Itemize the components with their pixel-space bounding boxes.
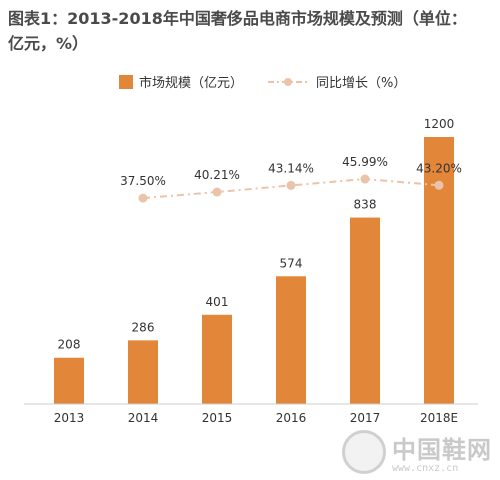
legend-line-label: 同比增长（%）	[316, 76, 406, 91]
legend-line-marker	[284, 78, 292, 86]
legend-bar-label: 市场规模（亿元）	[139, 75, 243, 91]
growth-label-2017: 45.99%	[342, 155, 388, 169]
bar-2014	[128, 340, 158, 404]
bar-value-label-2017: 838	[354, 198, 377, 212]
chart-title: 图表1：2013-2018年中国奢侈品电商市场规模及预测（单位：亿元，%）	[8, 9, 467, 53]
watermark-logo-icon	[342, 430, 386, 474]
legend-bar-swatch	[119, 75, 133, 89]
growth-point-2016	[286, 180, 296, 190]
growth-point-2014	[138, 193, 148, 203]
growth-label-2016: 43.14%	[268, 161, 314, 175]
x-tick-label-2014: 2014	[128, 411, 159, 425]
growth-label-2014: 37.50%	[120, 174, 166, 188]
growth-point-2015	[212, 187, 222, 197]
bar-value-label-2016: 574	[280, 256, 303, 270]
growth-point-2018E	[434, 180, 444, 190]
x-tick-label-2013: 2013	[54, 411, 85, 425]
watermark-url: www.cnxz.cn	[392, 463, 459, 474]
bar-2013	[54, 357, 84, 404]
bar-value-label-2018E: 1200	[424, 117, 455, 131]
bar-2015	[202, 314, 232, 404]
x-tick-label-2017: 2017	[350, 411, 381, 425]
bar-2016	[276, 276, 306, 404]
bar-value-label-2013: 208	[58, 338, 81, 352]
bar-value-label-2015: 401	[206, 295, 229, 309]
bar-2018E	[424, 137, 454, 404]
growth-label-2018E: 43.20%	[416, 161, 462, 175]
growth-point-2017	[360, 174, 370, 184]
growth-label-2015: 40.21%	[194, 168, 240, 182]
x-tick-label-2018E: 2018E	[420, 411, 458, 425]
watermark: 中国鞋网 www.cnxz.cn	[342, 430, 492, 474]
watermark-name: 中国鞋网	[392, 436, 492, 464]
x-tick-label-2015: 2015	[202, 411, 233, 425]
x-tick-label-2016: 2016	[276, 411, 307, 425]
bar-value-label-2014: 286	[132, 320, 155, 334]
bar-2017	[350, 217, 380, 404]
